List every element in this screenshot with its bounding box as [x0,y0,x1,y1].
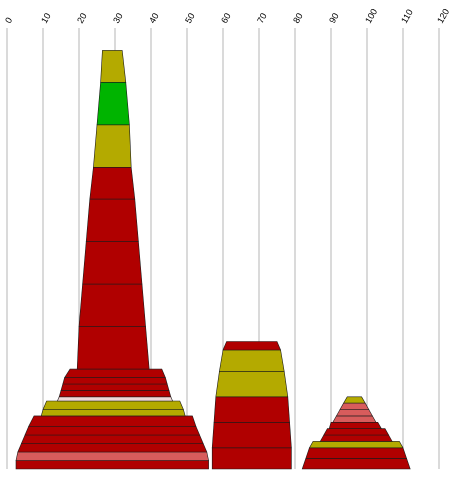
x-tick-label: 120 [435,7,451,25]
tower-segment [211,421,292,449]
tower-segment [215,370,289,398]
tower-segment [213,396,290,423]
tower-segment [332,415,377,423]
x-tick-label: 100 [363,7,379,25]
tower-segment [301,458,411,470]
x-tick-label: 10 [39,11,53,25]
x-axis-tick-labels: 0 10 20 30 40 50 60 70 80 90 100 110 120 [3,7,451,25]
tower-segment [15,451,209,461]
tower-1 [15,50,209,470]
tower-segment [15,460,209,470]
tower-segment [28,415,197,427]
tower-segment [335,409,373,417]
x-tick-label: 30 [111,11,125,25]
tower-segment [60,383,170,391]
tower-segment [64,368,166,378]
tower-segment [343,396,366,404]
x-tick-label: 110 [399,8,415,25]
x-tick-label: 60 [219,11,233,25]
x-tick-label: 0 [3,16,14,25]
tower-segment [319,434,393,442]
tower-segment [42,400,184,410]
x-tick-label: 20 [75,11,89,25]
tower-segment [17,443,208,453]
tower-segment [100,50,127,83]
tower-segment [328,421,382,429]
tower-segment [58,390,172,398]
tower-segment [62,377,168,385]
tower-segment [339,402,370,410]
towers [15,50,411,470]
tower-segment [89,167,136,200]
tower-segment [40,409,186,417]
tower-segment [96,82,130,126]
tower-3 [301,396,411,470]
tower-segment [222,341,282,351]
tower-segment [323,428,390,436]
tower-segment [308,441,404,449]
tower-segment [24,426,201,436]
tower-segment [93,124,132,168]
tower-segment [78,283,146,327]
tower-segment [76,326,150,370]
tower-segment [20,434,204,444]
tower-segment [56,396,174,402]
x-tick-label: 70 [255,11,269,25]
tower-segment [305,447,408,459]
x-tick-label: 40 [147,11,161,25]
x-tick-label: 90 [327,11,341,25]
tower-segment [211,447,292,470]
tower-segment [219,349,285,372]
tower-segment [82,241,143,285]
tower-2 [211,341,292,470]
x-tick-label: 50 [183,11,197,25]
grid-lines [6,28,440,469]
tower-segment [85,198,139,242]
x-tick-label: 80 [291,11,305,25]
